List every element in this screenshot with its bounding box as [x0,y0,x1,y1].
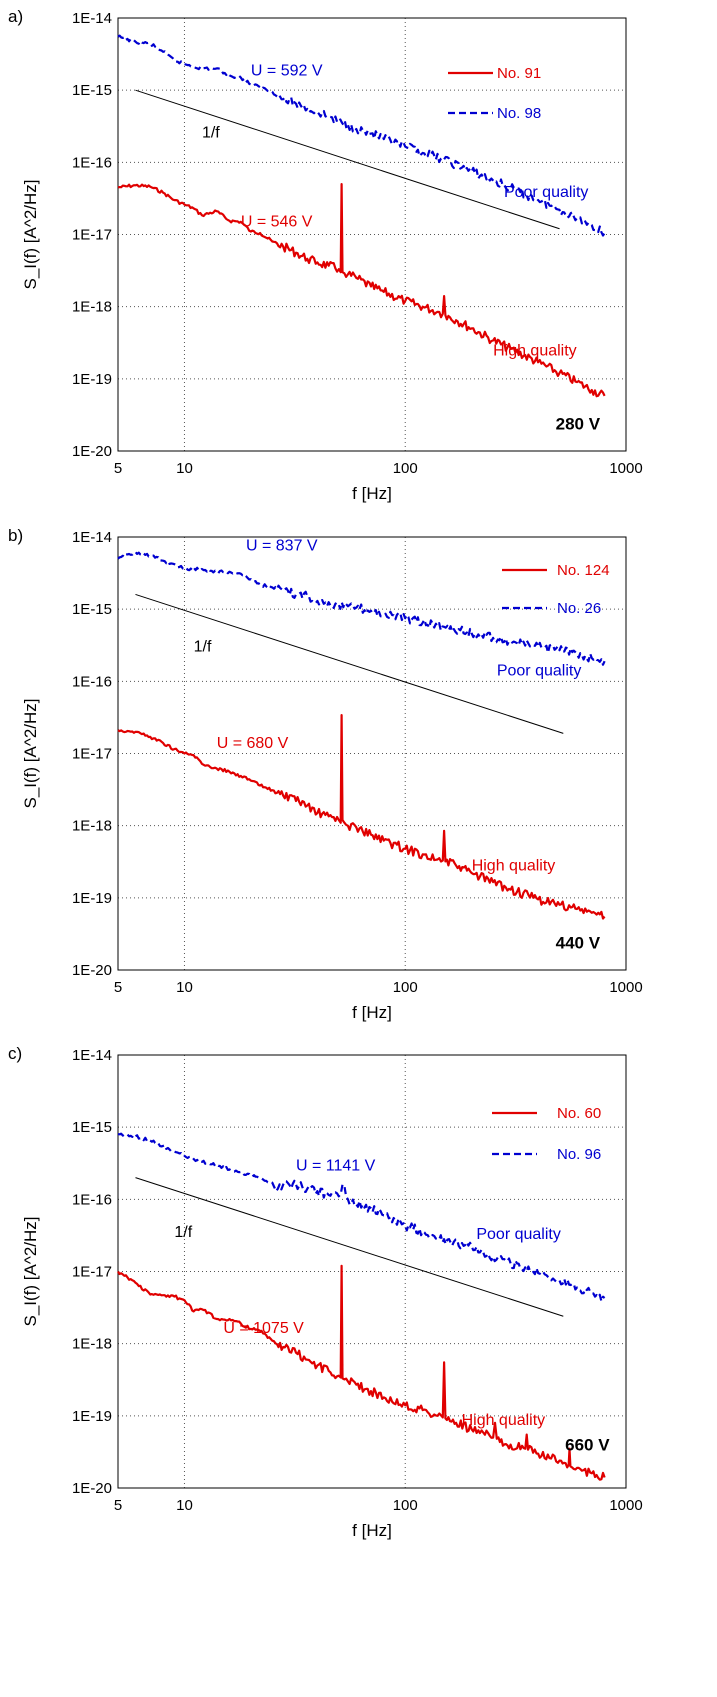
x-tick-label: 5 [114,1497,122,1514]
y-tick-label: 1E-15 [72,601,112,618]
x-tick-label: 10 [176,460,193,477]
series-line-poor [117,550,606,666]
series-line-high [117,713,606,920]
legend-label: No. 124 [557,562,610,579]
legend-label: No. 96 [557,1146,601,1163]
y-tick-label: 1E-20 [72,1480,112,1497]
y-axis-label: S_I(f) [A^2/Hz] [21,179,40,289]
x-tick-label: 10 [176,1497,193,1514]
legend-label: No. 60 [557,1105,601,1122]
legend-label: No. 98 [497,105,541,122]
annotation: High quality [472,857,556,874]
y-tick-label: 1E-17 [72,746,112,763]
plot-frame [117,536,627,971]
chart-panel-2: c) 5 10 100 1000 1E-14 1E-15 1E-16 1E-17 1E-18 1E-… [8,1044,643,1540]
chart-panel-0: a) 5 10 100 1000 1E-14 1E-15 1E-16 1E-17 1E-18 1E-… [8,7,643,503]
legend-label: No. 91 [497,65,541,82]
x-axis-label: f [Hz] [352,484,392,503]
plot-frame [117,17,627,452]
y-tick-label: 1E-20 [72,962,112,979]
y-tick-label: 1E-18 [72,1336,112,1353]
panel-label: b) [8,526,23,545]
series-line-high [117,1264,606,1481]
reference-line-1-over-f [135,593,564,734]
series-line-poor [117,1132,606,1303]
x-tick-label: 100 [393,979,418,996]
annotation: Poor quality [497,663,582,680]
annotation: High quality [462,1412,546,1429]
annotation: 1/f [174,1224,192,1241]
y-tick-label: 1E-19 [72,890,112,907]
annotation: U = 546 V [241,213,313,230]
x-tick-label: 100 [393,1497,418,1514]
annotation: 280 V [556,414,601,433]
y-axis-label: S_I(f) [A^2/Hz] [21,698,40,808]
x-tick-label: 5 [114,979,122,996]
annotation: 660 V [565,1436,610,1455]
y-tick-label: 1E-17 [72,227,112,244]
y-tick-label: 1E-19 [72,1408,112,1425]
annotation: 1/f [194,638,212,655]
y-tick-label: 1E-18 [72,299,112,316]
annotation: Poor quality [504,184,589,201]
annotation: U = 837 V [246,538,318,555]
x-tick-label: 100 [393,460,418,477]
x-tick-label: 10 [176,979,193,996]
reference-line-1-over-f [135,89,560,230]
panel-label: c) [8,1044,22,1063]
x-tick-label: 1000 [609,460,642,477]
y-tick-label: 1E-16 [72,154,112,171]
x-tick-label: 1000 [609,1497,642,1514]
legend-label: No. 26 [557,600,601,617]
annotation: U = 680 V [217,735,289,752]
x-tick-label: 5 [114,460,122,477]
y-tick-label: 1E-18 [72,818,112,835]
annotation: High quality [493,343,577,360]
panel-label: a) [8,7,23,26]
annotation: Poor quality [476,1226,560,1243]
y-tick-label: 1E-17 [72,1264,112,1281]
y-tick-label: 1E-14 [72,10,112,27]
y-axis-label: S_I(f) [A^2/Hz] [21,1216,40,1326]
annotation: 440 V [556,933,601,952]
annotation: 1/f [202,125,220,142]
x-tick-label: 1000 [609,979,642,996]
annotation: U = 1075 V [223,1320,304,1337]
y-tick-label: 1E-14 [72,529,112,546]
y-tick-label: 1E-15 [72,1119,112,1136]
annotation: U = 1141 V [296,1158,376,1175]
y-tick-label: 1E-15 [72,82,112,99]
y-tick-label: 1E-20 [72,443,112,460]
reference-line-1-over-f [135,1177,564,1317]
y-tick-label: 1E-16 [72,673,112,690]
series-line-poor [117,34,606,237]
y-tick-label: 1E-14 [72,1047,112,1064]
series-line-high [117,183,606,398]
chart-panel-1: b) 5 10 100 1000 1E-14 1E-15 1E-16 1E-17 1E-18 1E-… [8,526,643,1022]
y-tick-label: 1E-16 [72,1191,112,1208]
x-axis-label: f [Hz] [352,1003,392,1022]
x-axis-label: f [Hz] [352,1521,392,1540]
y-tick-label: 1E-19 [72,371,112,388]
annotation: U = 592 V [251,62,323,79]
